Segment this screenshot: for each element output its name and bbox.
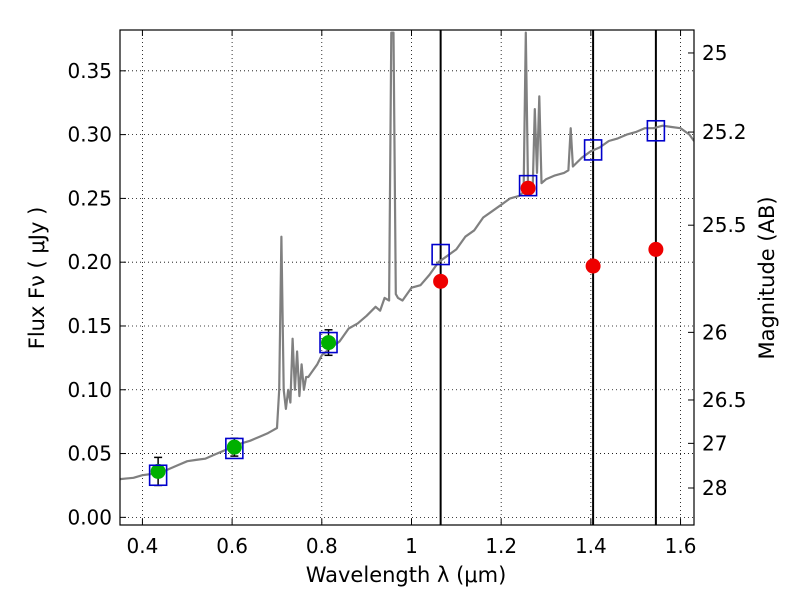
red-point [648, 241, 664, 257]
spectrum-layer [120, 31, 694, 481]
blue-square-point [148, 464, 168, 487]
vertical-filter-lines [439, 30, 657, 525]
x-tick-label: 1.2 [485, 534, 517, 558]
y-axis-label: Flux Fν ( μJy ) [25, 207, 49, 350]
grid-lines [120, 30, 694, 525]
x-axis-ticks: 0.4 0.6 0.8 1 1.2 1.4 1.6 [127, 30, 697, 558]
blue-square-point [319, 331, 338, 354]
x-tick-label: 0.8 [306, 534, 338, 558]
spectrum-line [120, 31, 694, 481]
green-point [321, 335, 337, 351]
x-tick-label: 1.4 [575, 534, 607, 558]
x-tick-label: 0.4 [127, 534, 159, 558]
y-tick-label: 0.20 [67, 250, 112, 274]
y-axis-ticks: 0.00 0.05 0.10 0.15 0.20 0.25 0.30 0.35 [67, 59, 126, 529]
y2-axis-label: Magnitude (AB) [755, 196, 779, 359]
blue-square-point [225, 437, 244, 460]
x-axis-label: Wavelength λ (μm) [306, 563, 507, 587]
x-tick-label: 0.6 [216, 534, 248, 558]
y2-tick-label: 25.5 [702, 213, 747, 237]
blue-square-point [583, 139, 603, 161]
y2-tick-label: 26 [702, 320, 727, 344]
y-tick-label: 0.05 [67, 442, 112, 466]
red-point [433, 273, 449, 289]
y-tick-label: 0.10 [67, 378, 112, 402]
y2-tick-label: 26.5 [702, 388, 747, 412]
y2-tick-label: 28 [702, 476, 727, 500]
blue-square-point [518, 174, 538, 197]
y2-tick-label: 25 [702, 41, 727, 65]
blue-square-point [431, 243, 450, 266]
green-point [226, 439, 242, 455]
y2-axis-ticks: 25 25.2 25.5 26 26.5 27 28 [688, 41, 747, 500]
y-tick-label: 0.00 [67, 505, 112, 529]
plot-frame [119, 29, 695, 526]
y-tick-label: 0.15 [67, 314, 112, 338]
red-point [520, 180, 536, 196]
y-tick-label: 0.35 [67, 59, 112, 83]
y2-tick-label: 27 [702, 431, 727, 455]
x-tick-label: 1 [405, 534, 418, 558]
green-point [150, 463, 166, 479]
y2-tick-label: 25.2 [702, 120, 747, 144]
y-tick-label: 0.25 [67, 186, 112, 210]
blue-square-point [646, 119, 666, 142]
red-point [585, 258, 601, 274]
photometry-markers [148, 119, 666, 487]
x-axis-label-text: Wavelength λ (μm) [306, 563, 507, 587]
x-tick-label: 1.6 [665, 534, 697, 558]
y-tick-label: 0.30 [67, 123, 112, 147]
